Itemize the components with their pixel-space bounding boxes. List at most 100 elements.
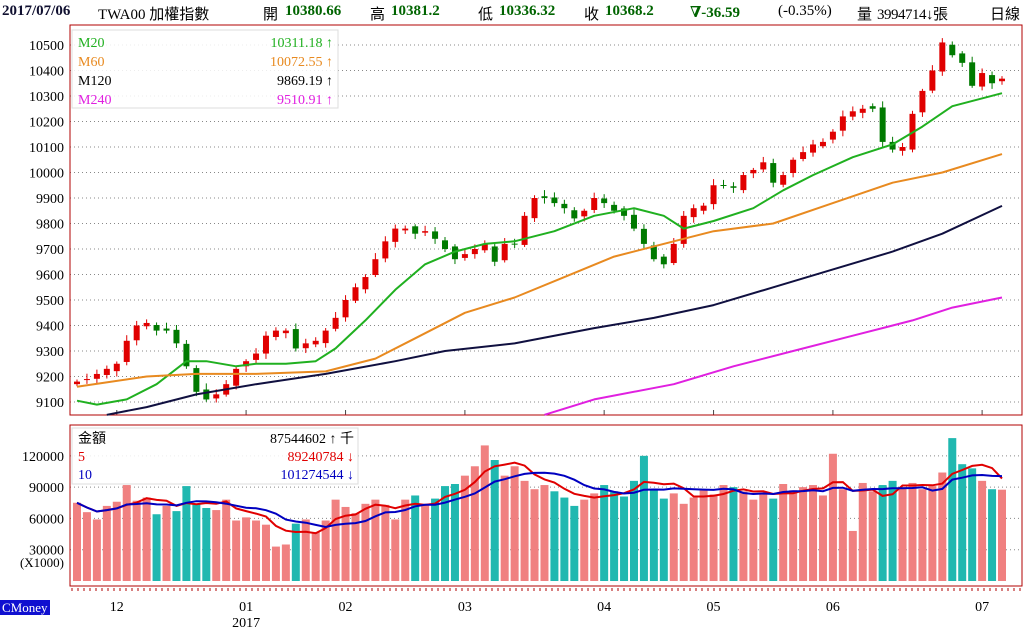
candle-up: [999, 78, 1005, 82]
volume-bar: [172, 511, 181, 581]
volume-legend-value: 89240784 ↓: [288, 450, 355, 465]
volume-bar: [212, 510, 221, 581]
price-legend: M20 10311.18 ↑ M60 10072.55 ↑ M120 9869.19 ↑ M…: [71, 29, 339, 109]
candle-down: [203, 389, 210, 400]
candle-up: [919, 90, 926, 113]
volume-tick-label: 60000: [29, 512, 64, 527]
candle-down: [611, 204, 618, 211]
candle-down: [551, 197, 558, 204]
volume-bar: [669, 493, 678, 581]
volume-bar: [401, 499, 410, 581]
volume-bar: [659, 498, 668, 581]
open-label: 開: [263, 7, 279, 23]
volume-unit-label: (X1000): [20, 555, 64, 570]
candle-up: [700, 205, 707, 211]
volume-bar: [460, 475, 469, 581]
volume-bar: [998, 489, 1006, 581]
volume-bar: [281, 544, 290, 581]
volume-bar: [291, 523, 300, 581]
candle-down: [879, 107, 886, 142]
candle-up: [690, 208, 697, 218]
close-value: 10368.2: [605, 3, 654, 19]
candle-up: [481, 243, 488, 251]
month-label: 02: [339, 600, 353, 615]
candle-up: [929, 70, 936, 91]
candle-up: [342, 300, 349, 318]
legend-name-m120: M120: [78, 74, 111, 89]
volume-tick-label: 90000: [29, 481, 64, 496]
volume-bar: [739, 491, 748, 581]
candle-down: [621, 208, 628, 216]
candle-up: [760, 162, 767, 170]
volume-bar: [928, 486, 937, 581]
volume-bar: [809, 485, 818, 581]
candle-down: [650, 245, 657, 260]
high-label: 高: [370, 7, 386, 23]
legend-name-m60: M60: [78, 55, 104, 70]
price-tick-label: 9200: [36, 371, 64, 386]
volume-legend-name: 10: [78, 468, 92, 483]
candle-down: [432, 231, 439, 239]
volume-bar: [898, 487, 907, 581]
volume-bar: [580, 499, 589, 581]
volume-bar: [699, 489, 708, 581]
volume-bar: [480, 445, 489, 581]
cmoney-logo: CMoney: [0, 600, 50, 615]
price-tick-label: 9100: [36, 396, 64, 411]
candle-up: [332, 317, 339, 329]
ma-line-m60: [76, 153, 1003, 388]
volume-bar: [888, 480, 897, 581]
candle-up: [461, 254, 468, 258]
volume-bar: [818, 495, 827, 581]
price-tick-label: 9300: [36, 345, 64, 360]
candle-up: [312, 340, 319, 345]
volume-bar: [838, 489, 847, 581]
month-label: 07: [975, 600, 989, 615]
volume-bar: [152, 514, 161, 581]
legend-value-m20: 10311.18 ↑: [271, 36, 333, 51]
volume-bar: [271, 546, 280, 581]
volume-bar: [789, 490, 798, 581]
price-tick-label: 10400: [29, 65, 64, 80]
candle-up: [372, 259, 379, 276]
candle-down: [660, 256, 667, 265]
candle-down: [173, 329, 180, 344]
period-selector[interactable]: 日線: [990, 7, 1021, 23]
candle-up: [253, 353, 260, 360]
volume-bar: [112, 501, 121, 581]
candle-up: [710, 185, 717, 205]
legend-name-m20: M20: [78, 36, 104, 51]
change-value: ∇-36.59: [690, 5, 741, 21]
candle-up: [740, 175, 747, 191]
price-tick-label: 9700: [36, 243, 64, 258]
volume-bar: [620, 496, 629, 581]
volume-bar: [868, 491, 877, 581]
volume-bar: [729, 487, 738, 581]
volume-value: 3994714↓張: [877, 7, 948, 23]
volume-bar: [371, 499, 380, 581]
candle-up: [780, 175, 787, 185]
ma-line-m240: [544, 296, 1003, 416]
candle-up: [800, 152, 807, 159]
volume-bar: [381, 504, 390, 581]
volume-bar: [192, 503, 201, 581]
candle-up: [243, 361, 250, 367]
volume-bar: [510, 466, 519, 581]
price-tick-label: 10200: [29, 116, 64, 131]
candle-up: [113, 363, 120, 372]
price-tick-label: 10500: [29, 39, 64, 54]
volume-bar: [391, 519, 400, 581]
candle-down: [949, 44, 956, 56]
volume-bar: [242, 517, 251, 581]
volume-bar: [361, 503, 370, 581]
candle-down: [630, 214, 637, 229]
candle-down: [720, 184, 727, 186]
volume-label: 量: [857, 7, 873, 23]
candle-up: [899, 147, 906, 151]
volume-legend: 金額 87544602 ↑ 千 5 89240784 ↓ 10 101274544 ↓: [71, 427, 359, 485]
candle-down: [163, 328, 170, 331]
volume-bar: [301, 519, 310, 581]
candle-down: [412, 226, 419, 234]
volume-bar: [142, 497, 151, 581]
legend-value-m240: 9510.91 ↑: [277, 93, 333, 108]
